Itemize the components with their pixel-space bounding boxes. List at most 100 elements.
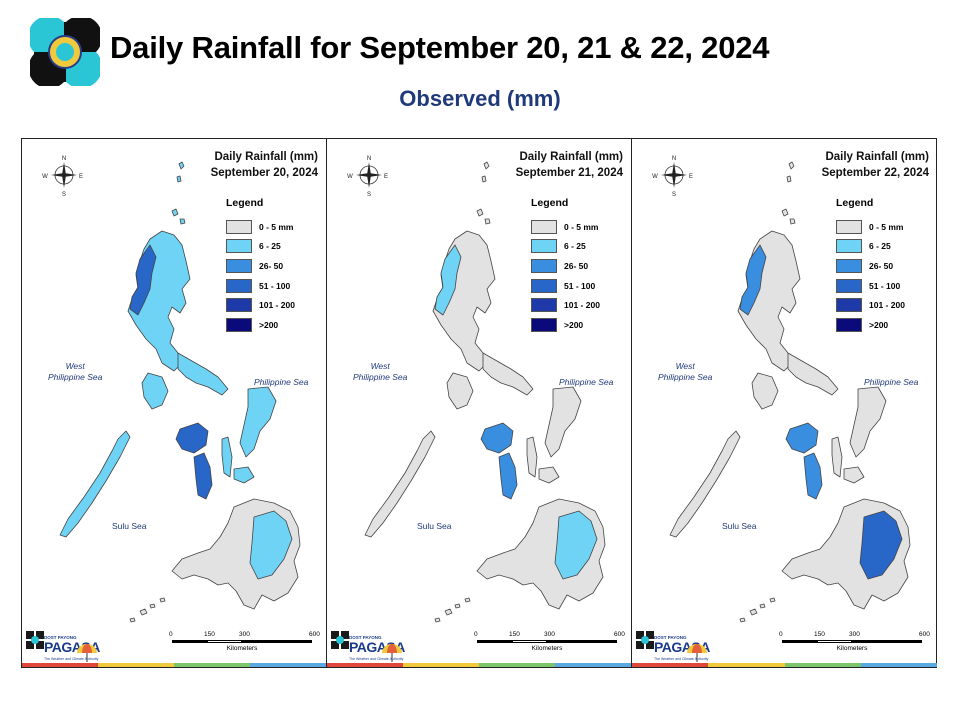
compass-e-label: E	[689, 174, 693, 180]
scale-unit: Kilometers	[226, 645, 258, 652]
scale-tick: 300	[239, 631, 250, 638]
northern-islets	[476, 161, 491, 225]
mindoro-island	[141, 372, 169, 410]
compass-n-label: N	[62, 156, 66, 162]
sulu-archipelago	[434, 597, 471, 623]
samar-leyte	[239, 386, 277, 458]
scale-bar: 0 150 300 600 Kilometers	[474, 631, 625, 653]
map-title-line: Daily Rainfall (mm)	[214, 151, 318, 163]
strip-color	[327, 663, 403, 667]
northern-islets	[781, 161, 796, 225]
legend-swatch	[836, 258, 862, 273]
scale-tick: 600	[614, 631, 625, 638]
philippines-map: N S E W	[42, 156, 301, 623]
cebu-island	[831, 436, 843, 478]
legend-row: 26- 50	[226, 256, 295, 276]
legend-row: 0 - 5 mm	[226, 217, 295, 237]
map-panel: Daily Rainfall (mm) September 22, 2024 N S E…	[632, 139, 937, 667]
scale-segment	[817, 640, 852, 643]
map-legend: Legend 0 - 5 mm 6 - 25 26- 50 51 - 100 101 - …	[226, 197, 295, 335]
legend-label: >200	[869, 319, 889, 330]
negros-island	[498, 452, 518, 500]
strip-color	[860, 663, 937, 667]
legend-swatch	[226, 258, 252, 273]
legend-label: 51 - 100	[259, 280, 291, 291]
scale-tick: 0	[474, 631, 478, 638]
pagasa-brand-logo	[329, 629, 399, 659]
scale-segment	[512, 640, 547, 643]
maps-frame: Daily Rainfall (mm) September 20, 2024 N S E…	[21, 138, 937, 668]
legend-swatch	[531, 317, 557, 332]
compass-e-label: E	[79, 174, 83, 180]
map-panel: Daily Rainfall (mm) September 20, 2024 N S E…	[22, 139, 327, 667]
negros-island	[193, 452, 213, 500]
brand-color-strip	[22, 663, 326, 667]
map-date: September 22, 2024	[821, 167, 929, 179]
panay-island	[480, 422, 514, 454]
scale-tick: 150	[509, 631, 520, 638]
brand-color-strip	[632, 663, 937, 667]
bohol-island	[538, 466, 560, 484]
palawan-island	[364, 430, 436, 538]
compass-w-label: W	[42, 174, 48, 180]
legend-label: 6 - 25	[259, 241, 281, 252]
scale-unit: Kilometers	[836, 645, 868, 652]
scale-unit: Kilometers	[531, 645, 563, 652]
strip-color	[250, 663, 326, 667]
map-title-line: Daily Rainfall (mm)	[825, 151, 929, 163]
legend-row: 101 - 200	[226, 295, 295, 315]
mindanao-rainfall-region	[249, 510, 293, 580]
compass-s-label: S	[367, 192, 371, 198]
strip-color	[174, 663, 250, 667]
compass-w-label: W	[347, 174, 353, 180]
page-subtitle: Observed (mm)	[399, 86, 561, 111]
legend-label: 101 - 200	[564, 300, 600, 311]
scale-segment	[782, 640, 817, 643]
legend-swatch	[836, 317, 862, 332]
map-title: Daily Rainfall (mm) September 21, 2024	[516, 149, 623, 181]
bicol-peninsula	[787, 352, 839, 396]
palawan-island	[669, 430, 741, 538]
legend-row: >200	[836, 315, 905, 335]
legend-row: 26- 50	[836, 256, 905, 276]
scale-tick: 150	[814, 631, 825, 638]
legend-swatch	[531, 239, 557, 254]
pagasa-brand-logo	[24, 629, 94, 659]
legend-label: 6 - 25	[869, 241, 891, 252]
legend-row: 51 - 100	[531, 276, 600, 296]
legend-row: 51 - 100	[226, 276, 295, 296]
brand-top: DOST PAYONG	[349, 635, 382, 640]
scale-segment	[477, 640, 512, 643]
legend-label: 6 - 25	[564, 241, 586, 252]
map-title: Daily Rainfall (mm) September 20, 2024	[211, 149, 318, 181]
legend-row: >200	[531, 315, 600, 335]
scale-tick: 600	[309, 631, 320, 638]
philippine-sea-label: Philippine Sea	[559, 377, 614, 387]
legend-swatch	[226, 278, 252, 293]
brand-top: DOST PAYONG	[654, 635, 687, 640]
legend-swatch	[836, 219, 862, 234]
sulu-sea-label: Sulu Sea	[417, 521, 452, 531]
legend-swatch	[531, 298, 557, 313]
legend-row: 0 - 5 mm	[531, 217, 600, 237]
scale-bar: 0 150 300 600 Kilometers	[169, 631, 320, 653]
legend-label: 0 - 5 mm	[869, 221, 904, 232]
philippines-map: N S E W	[652, 156, 911, 623]
compass-rose: N S E W	[347, 156, 388, 198]
samar-leyte	[544, 386, 582, 458]
legend-label: 26- 50	[564, 260, 589, 271]
strip-color	[632, 663, 709, 667]
bicol-peninsula	[482, 352, 534, 396]
map-legend: Legend 0 - 5 mm 6 - 25 26- 50 51 - 100 101 - …	[836, 197, 905, 335]
west-philippine-sea-label: West Philippine Sea	[48, 361, 103, 382]
negros-island	[803, 452, 823, 500]
samar-leyte	[849, 386, 887, 458]
legend-row: 6 - 25	[836, 237, 905, 257]
legend-label: 26- 50	[259, 260, 284, 271]
legend-title: Legend	[226, 197, 264, 209]
legend-swatch	[836, 298, 862, 313]
legend-label: 0 - 5 mm	[564, 221, 599, 232]
mindanao-rainfall-region	[554, 510, 598, 580]
legend-label: >200	[564, 319, 584, 330]
sulu-sea-label: Sulu Sea	[112, 521, 147, 531]
